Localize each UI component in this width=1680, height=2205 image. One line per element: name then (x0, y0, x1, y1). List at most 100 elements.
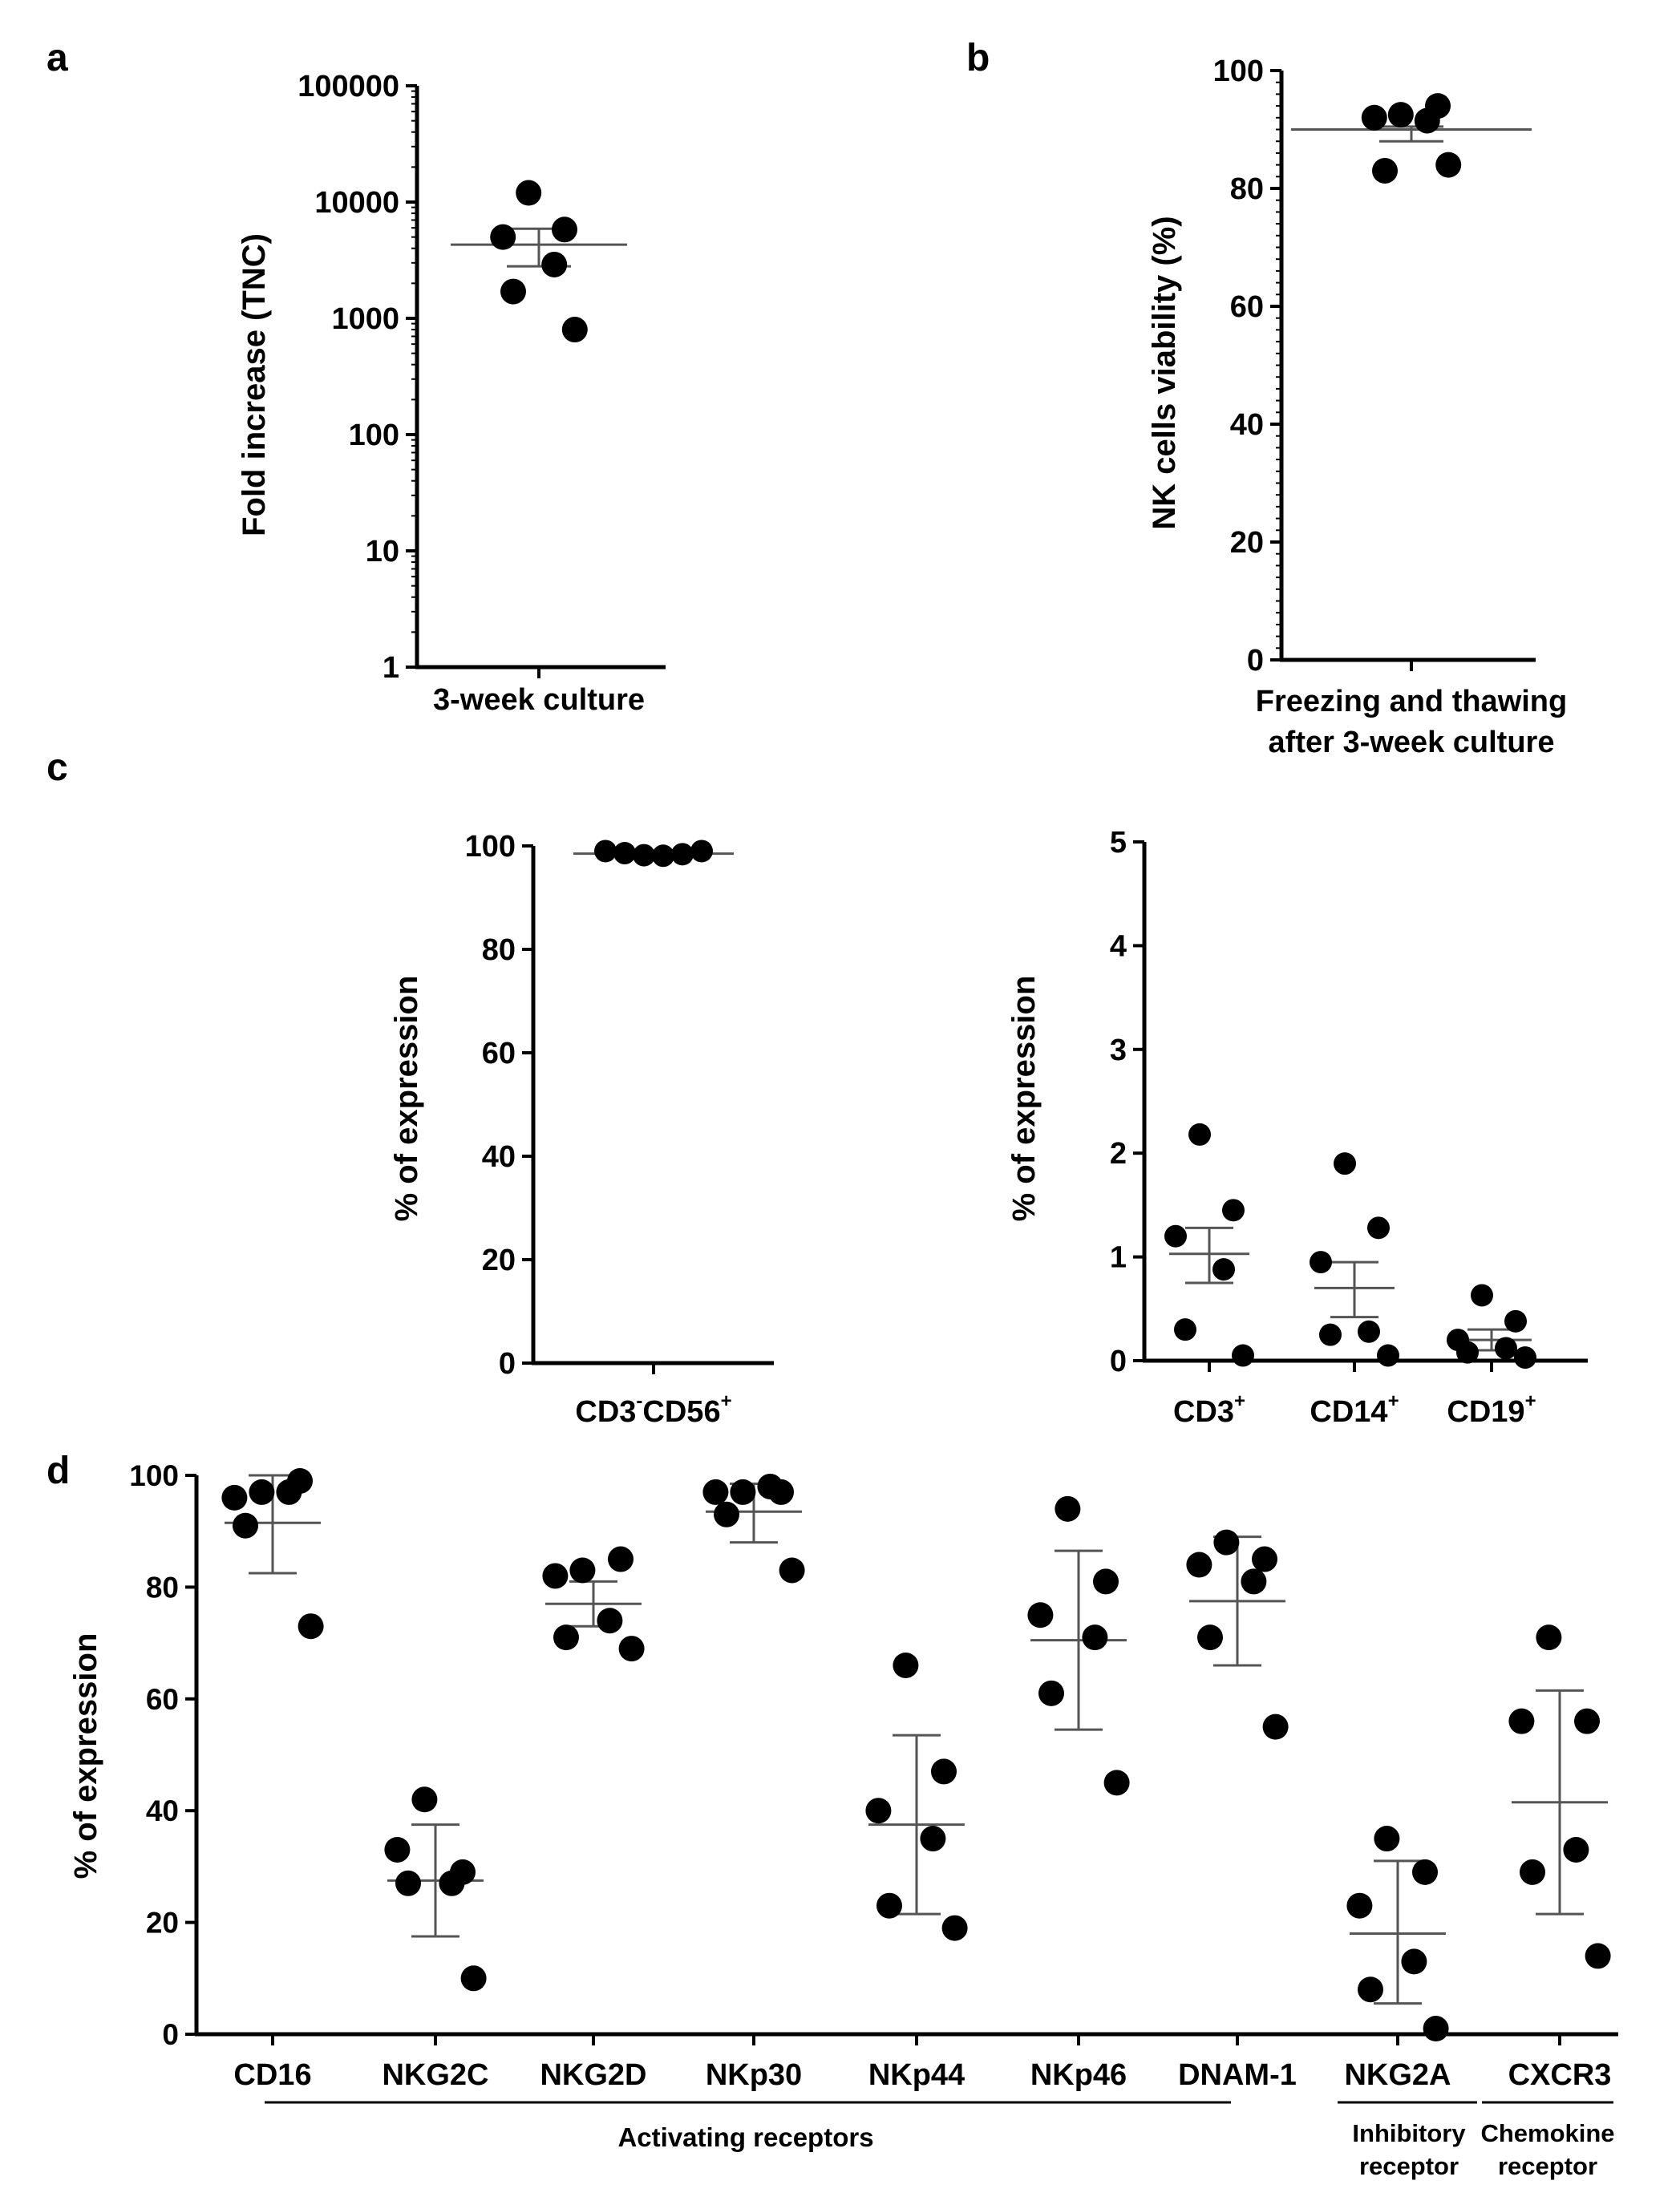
data-point-d (931, 1758, 957, 1785)
data-point-a (516, 180, 542, 206)
data-point-c2 (1456, 1341, 1479, 1364)
data-point-b (1372, 157, 1398, 184)
category-label-nkg2c: NKG2C (382, 2058, 488, 2092)
data-point-c1 (613, 842, 636, 865)
data-point-d (276, 1479, 302, 1505)
panel-d-chart: % of expression Activating receptors Inh… (68, 1459, 1618, 2180)
data-point-d (411, 1786, 438, 1813)
y-tick-label-a: 100000 (298, 70, 399, 103)
data-point-d (460, 1965, 487, 1992)
data-point-c2 (1495, 1337, 1517, 1360)
y-tick-label-c1: 20 (482, 1244, 516, 1277)
data-point-d (779, 1557, 805, 1584)
y-tick-label-c2: 4 (1110, 929, 1127, 963)
data-point-c1 (594, 840, 617, 863)
category-label-cd3neg-cd56pos: CD3-CD56+ (575, 1390, 731, 1429)
y-tick-label-c2: 2 (1110, 1137, 1127, 1171)
data-point-d (1093, 1568, 1119, 1595)
panel-letter-a: a (47, 37, 68, 79)
y-tick-label-b: 60 (1230, 290, 1264, 324)
category-label-nkp30: NKp30 (706, 2058, 802, 2092)
y-tick-label-d: 20 (146, 1907, 179, 1940)
y-tick-label-d: 80 (146, 1571, 179, 1604)
category-label-dnam-1: DNAM-1 (1178, 2058, 1297, 2092)
data-point-d (1252, 1546, 1277, 1572)
cat-cd56: CD56 (642, 1395, 720, 1429)
data-point-c2 (1212, 1258, 1235, 1281)
data-point-d (1358, 1976, 1383, 2003)
y-axis-label-a: Fold increase (TNC) (237, 233, 272, 536)
category-label-cd19: CD19+ (1447, 1390, 1536, 1429)
y-tick-label-a: 10 (366, 535, 399, 568)
data-point-d (384, 1836, 411, 1863)
category-text: CD3 (1173, 1395, 1234, 1429)
category-label-nkp44: NKp44 (868, 2058, 965, 2092)
data-point-d (1520, 1859, 1545, 1885)
y-tick-label-c1: 100 (465, 830, 516, 864)
data-point-d (1103, 1770, 1130, 1796)
y-tick-label-c2: 0 (1110, 1345, 1127, 1378)
data-point-d (1508, 1708, 1535, 1734)
data-point-d (1241, 1568, 1267, 1595)
data-point-c2 (1188, 1123, 1211, 1146)
data-point-c2 (1358, 1320, 1380, 1343)
y-tick-label-c2: 3 (1110, 1034, 1127, 1067)
data-point-b (1361, 104, 1387, 131)
data-point-d (1038, 1680, 1064, 1706)
y-axis-label-c-left: % of expression (389, 976, 424, 1222)
y-axis-label-b: NK cells viability (%) (1147, 216, 1182, 529)
y-tick-label-b: 100 (1213, 55, 1264, 88)
data-point-c2 (1377, 1344, 1399, 1367)
data-point-d (1401, 1948, 1427, 1975)
data-point-d (1423, 2016, 1449, 2042)
y-tick-label-c2: 5 (1110, 826, 1127, 860)
data-point-d (395, 1870, 421, 1896)
y-tick-label-b: 20 (1230, 526, 1264, 560)
data-point-c2 (1319, 1323, 1342, 1346)
data-point-c1 (652, 844, 674, 868)
x-axis-label-b-line1: Freezing and thawing (1256, 685, 1567, 718)
data-point-d (542, 1563, 569, 1589)
data-point-c2 (1367, 1216, 1390, 1240)
data-point-c2 (1174, 1318, 1196, 1341)
data-point-d (1574, 1708, 1600, 1734)
panel-c-left-chart: % of expression CD3-CD56+ 0 20 40 60 80 100 (389, 830, 774, 1429)
data-point-d (714, 1501, 739, 1527)
y-tick-label-a: 10000 (314, 186, 399, 220)
category-label-nkg2a: NKG2A (1344, 2058, 1451, 2092)
y-tick-label-d: 60 (146, 1683, 179, 1716)
data-point-d (1186, 1552, 1212, 1578)
data-point-d (618, 1636, 645, 1662)
y-tick-label-d: 0 (162, 2018, 179, 2051)
panel-b-chart: NK cells viability (%) Freezing and thaw… (1147, 55, 1567, 759)
y-tick-label-c1: 40 (482, 1140, 516, 1174)
data-point-d (920, 1826, 946, 1852)
y-tick-label-c1: 60 (482, 1037, 516, 1070)
data-point-d (553, 1624, 579, 1651)
y-tick-label-b: 40 (1230, 408, 1264, 442)
x-axis-label-b-line2: after 3-week culture (1269, 726, 1555, 759)
bracket-label-inhibitory-line2: receptor (1359, 2152, 1459, 2180)
category-label-cd16: CD16 (233, 2058, 311, 2092)
data-point-c2 (1514, 1346, 1536, 1370)
data-point-d (1027, 1602, 1054, 1628)
data-point-b (1387, 102, 1414, 128)
data-point-d (941, 1915, 968, 1941)
category-superscript: + (1525, 1390, 1536, 1412)
data-point-a (490, 224, 516, 250)
data-point-c2 (1471, 1284, 1493, 1307)
category-label-cd3: CD3+ (1173, 1390, 1245, 1429)
data-point-d (608, 1546, 634, 1572)
y-tick-label-a: 1000 (331, 302, 399, 336)
data-point-c2 (1164, 1224, 1187, 1248)
data-point-c1 (671, 843, 694, 866)
data-point-d (865, 1798, 892, 1824)
panel-letter-c: c (47, 746, 68, 789)
bracket-label-chemokine-line2: receptor (1498, 2152, 1597, 2180)
data-point-c2 (1504, 1309, 1527, 1333)
data-point-d (1213, 1529, 1240, 1556)
category-text: CD19 (1447, 1395, 1524, 1429)
data-point-d (1585, 1943, 1611, 1969)
